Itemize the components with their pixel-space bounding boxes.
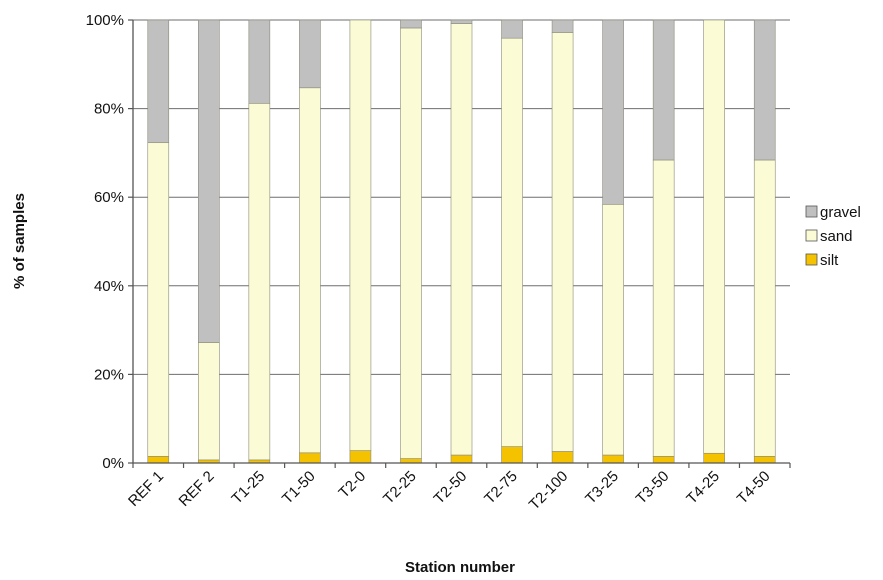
bar-segment-silt <box>551 451 574 464</box>
x-tick-label: T1-25 <box>228 468 268 508</box>
bar-segment-sand <box>703 19 725 454</box>
bar-segment-gravel <box>652 19 675 161</box>
y-tick-label: 100% <box>86 12 124 29</box>
bar-segment-gravel <box>753 19 776 161</box>
bar-segment-sand <box>602 203 624 456</box>
legend-label-sand: sand <box>820 228 853 245</box>
bar-segment-gravel <box>551 19 574 33</box>
legend: gravel sand silt <box>800 195 883 287</box>
bar-segment-sand <box>551 32 574 452</box>
bar-segment-silt <box>450 454 473 464</box>
y-tick-label: 40% <box>94 278 124 295</box>
bar-segment-gravel <box>602 19 624 205</box>
bar-segment-sand <box>753 159 776 457</box>
bars <box>147 19 776 464</box>
bar-segment-sand <box>652 159 675 457</box>
x-tick-label: T1-50 <box>279 468 319 508</box>
y-tick-label: 20% <box>94 366 124 383</box>
bar-segment-silt <box>349 450 372 464</box>
bar-segment-sand <box>501 37 523 447</box>
legend-swatch-gravel <box>805 205 818 218</box>
x-tick-label: T3-25 <box>582 468 622 508</box>
x-tick-label: REF 1 <box>125 468 167 510</box>
bar-segment-silt <box>147 456 170 464</box>
bar-segment-sand <box>248 102 271 461</box>
bar-segment-gravel <box>147 19 170 144</box>
legend-label-silt: silt <box>820 252 839 269</box>
bar-segment-sand <box>450 23 473 456</box>
bar-segment-silt <box>652 456 675 464</box>
bar-segment-silt <box>501 446 523 464</box>
bar-segment-gravel <box>198 19 220 343</box>
legend-swatch-sand <box>805 229 818 242</box>
x-tick-label: T4-25 <box>683 468 723 508</box>
bar-segment-sand <box>198 342 220 461</box>
x-tick-label: REF 2 <box>176 468 218 510</box>
legend-label-gravel: gravel <box>820 204 861 221</box>
axes <box>132 20 790 464</box>
y-axis-title: % of samples <box>11 193 28 289</box>
x-tick-labels: REF 1 REF 2 T1-25 T1-50 T2-0 T2-25 T2-50 T2-75 T… <box>125 468 774 514</box>
x-axis-title: Station number <box>405 559 515 576</box>
x-tick-label: T2-100 <box>526 468 572 514</box>
x-tick-label: T2-25 <box>380 468 420 508</box>
y-tick-labels: 0% 20% 40% 60% 80% 100% <box>86 12 124 472</box>
bar-segment-sand <box>147 142 170 457</box>
x-tick-label: T2-50 <box>431 468 471 508</box>
bar-segment-gravel <box>450 19 473 24</box>
x-tick-label: T2-0 <box>335 468 369 502</box>
x-tick-label: T3-50 <box>633 468 673 508</box>
bar-segment-gravel <box>248 19 271 104</box>
bar-segment-silt <box>753 456 776 464</box>
bar-segment-gravel <box>400 19 422 29</box>
y-tick-label: 0% <box>102 455 124 472</box>
y-tick-label: 60% <box>94 189 124 206</box>
bar-segment-gravel <box>299 19 321 89</box>
bar-segment-silt <box>299 452 321 464</box>
bar-segment-sand <box>400 27 422 459</box>
y-tick-label: 80% <box>94 101 124 118</box>
bar-segment-silt <box>703 452 725 464</box>
bar-segment-silt <box>400 458 422 464</box>
x-tick-label: T4-50 <box>734 468 774 508</box>
bar-segment-silt <box>602 454 624 464</box>
bar-segment-gravel <box>501 19 523 39</box>
x-tick-label: T2-75 <box>481 468 521 508</box>
bar-segment-sand <box>299 87 321 454</box>
legend-swatch-silt <box>805 253 818 266</box>
bar-segment-sand <box>349 19 372 451</box>
